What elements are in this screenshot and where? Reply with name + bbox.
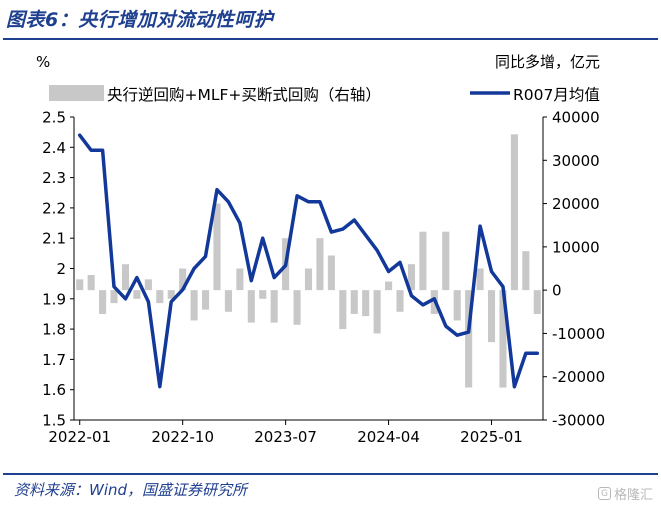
bar [373, 290, 381, 334]
left-tick-label: 2.1 [42, 230, 66, 248]
bar [476, 268, 484, 291]
axes-layer: 1.5 1.6 1.7 1.8 1.9 2 2.1 2.2 2.3 2.4 2.5 -30000 -20… [42, 109, 605, 447]
chart-title: 图表6：央行增加对流动性呵护 [6, 9, 274, 31]
bar [270, 290, 278, 323]
right-tick-label: 10000 [552, 238, 600, 256]
left-tick-label: 2.5 [42, 109, 66, 127]
bar [247, 290, 255, 323]
bar [190, 290, 198, 321]
right-tick-label: 0 [552, 282, 562, 300]
watermark: G 格隆汇 [597, 484, 653, 503]
bar [407, 264, 415, 291]
right-unit-label: 同比多增，亿元 [495, 53, 600, 71]
right-tick-label: -20000 [552, 368, 605, 386]
bar [144, 279, 152, 291]
bar [339, 290, 347, 330]
source-divider [3, 473, 658, 475]
bar [522, 251, 530, 291]
bar [533, 290, 541, 314]
bar [316, 238, 324, 291]
bar [76, 279, 84, 291]
right-tick-label: 40000 [552, 109, 600, 127]
bar [236, 268, 244, 291]
source-note: 资料来源：Wind，国盛证券研究所 [14, 481, 248, 499]
bar [510, 134, 518, 291]
bar [87, 274, 95, 291]
left-tick-label: 1.9 [42, 290, 66, 308]
bar [202, 290, 210, 310]
left-unit-label: % [36, 53, 50, 71]
bar [304, 268, 313, 291]
x-tick-label: 2024-04 [357, 428, 420, 446]
line-series [77, 133, 540, 389]
bar [453, 290, 461, 321]
legend-bar-label: 央行逆回购+MLF+买断式回购（右轴） [107, 86, 381, 104]
right-tick-label: -30000 [552, 412, 605, 430]
left-tick-label: 2 [56, 260, 66, 278]
bar [362, 290, 370, 317]
legend: 央行逆回购+MLF+买断式回购（右轴） R007月均值 [49, 85, 600, 104]
bar [110, 290, 118, 304]
right-tick-label: 20000 [552, 195, 600, 213]
bar [465, 290, 473, 388]
x-tick-label: 2022-10 [151, 428, 214, 446]
bar [499, 290, 507, 388]
left-tick-label: 1.8 [42, 321, 66, 339]
right-tick-label: -10000 [552, 325, 605, 343]
left-tick-label: 1.5 [42, 412, 66, 430]
bar [419, 231, 427, 291]
bar [327, 255, 335, 291]
left-tick-label: 2.2 [42, 199, 66, 217]
bar [385, 281, 393, 291]
bar [121, 264, 130, 291]
bar [156, 290, 164, 304]
right-tick-label: 30000 [552, 152, 600, 170]
title-divider [3, 38, 658, 40]
left-tick-label: 1.7 [42, 351, 66, 369]
bar [293, 290, 301, 325]
bar [259, 290, 267, 299]
bar [224, 290, 232, 312]
legend-bar-swatch [49, 85, 104, 101]
bar [133, 290, 141, 299]
chart-svg: 1.5 1.6 1.7 1.8 1.9 2 2.1 2.2 2.3 2.4 2.5 -30000 -20… [36, 53, 605, 447]
left-tick-label: 2.3 [42, 169, 66, 187]
bar [442, 231, 450, 291]
x-tick-label: 2025-01 [460, 428, 523, 446]
left-tick-label: 2.4 [42, 139, 66, 157]
r007-line [77, 133, 540, 389]
watermark-logo-icon: G [597, 487, 611, 500]
bar [487, 290, 496, 343]
bar [396, 290, 404, 312]
bar [350, 290, 358, 314]
bar [99, 290, 107, 314]
bar [179, 268, 187, 291]
bar [167, 290, 175, 299]
x-tick-label: 2022-01 [48, 428, 111, 446]
legend-line-label: R007月均值 [513, 86, 600, 104]
bar-series [76, 134, 541, 388]
bar [213, 203, 221, 291]
left-tick-label: 1.6 [42, 381, 66, 399]
x-tick-label: 2023-07 [254, 428, 317, 446]
watermark-text: 格隆汇 [613, 488, 653, 503]
